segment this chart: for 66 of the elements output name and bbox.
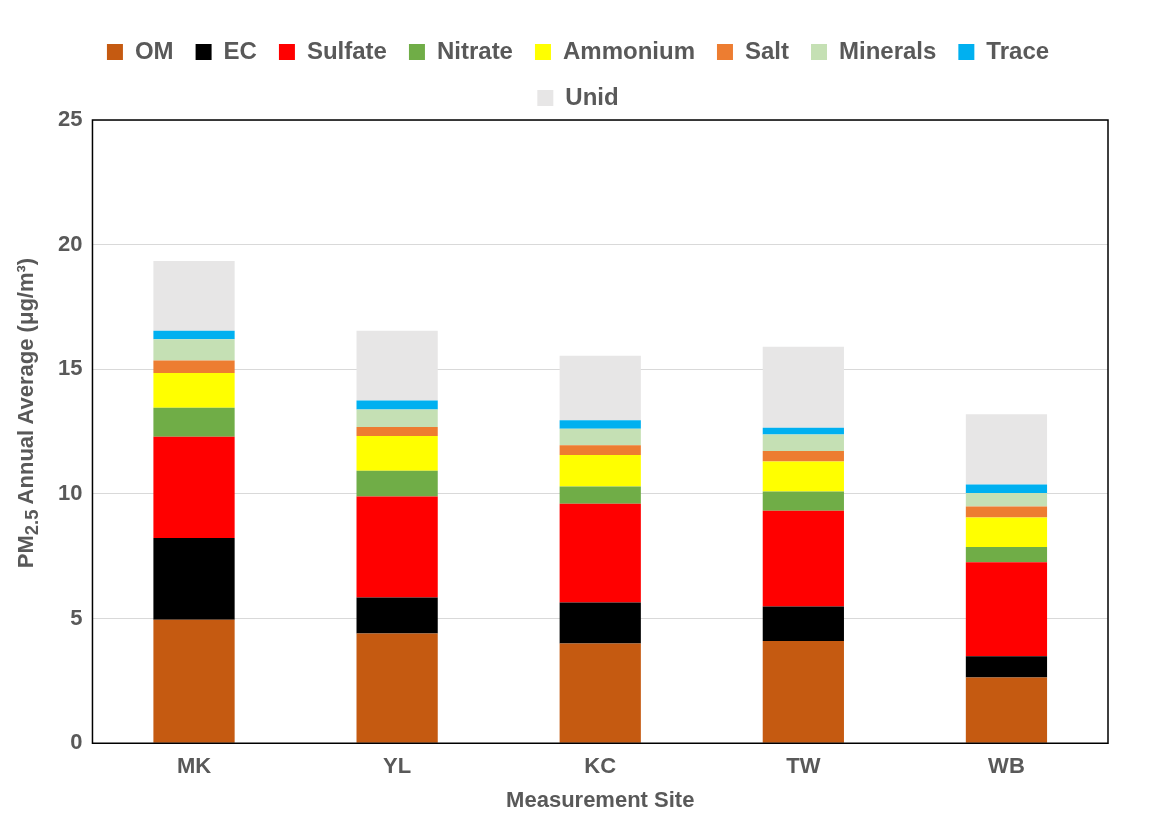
bar: [762, 346, 844, 428]
bar: [153, 373, 235, 408]
y-tick-label: 10: [57, 479, 83, 505]
legend-label: EC: [223, 36, 257, 64]
bar: [965, 656, 1048, 678]
bar: [965, 414, 1048, 485]
legend-label: Sulfate: [306, 36, 387, 64]
x-axis-title: Measurement Site: [506, 786, 695, 812]
bar: [559, 428, 641, 446]
bar: [965, 547, 1048, 563]
x-tick-label: YL: [383, 753, 412, 779]
legend-label: Salt: [744, 36, 789, 64]
bar: [153, 407, 235, 437]
bar: [356, 597, 438, 634]
y-tick-label: 25: [57, 106, 83, 132]
bar: [356, 409, 438, 428]
bar: [965, 517, 1048, 548]
bar: [762, 451, 844, 462]
legend-label: OM: [134, 36, 174, 64]
y-tick-label: 0: [70, 729, 83, 755]
bar: [762, 641, 844, 743]
x-tick-label: KC: [584, 753, 617, 779]
bar: [762, 510, 844, 607]
bar: [153, 538, 235, 620]
bar: [965, 562, 1048, 657]
bar: [965, 677, 1048, 743]
bar: [356, 400, 438, 410]
bar: [356, 633, 438, 743]
bar: [559, 445, 641, 456]
bar: [559, 486, 641, 504]
bar: [153, 436, 235, 539]
bar: [762, 491, 844, 511]
bar: [356, 330, 438, 401]
bar: [559, 643, 641, 743]
bar: [153, 619, 235, 743]
legend-label: Nitrate: [436, 36, 513, 64]
bar: [559, 455, 641, 487]
x-tick-label: WB: [988, 753, 1025, 779]
bar: [153, 360, 235, 374]
y-tick-label: 5: [70, 604, 83, 630]
legend-label: Unid: [565, 82, 619, 110]
bar: [559, 355, 641, 421]
bar: [559, 503, 641, 603]
bar: [356, 470, 438, 497]
legend-label: Ammonium: [562, 36, 695, 64]
bar: [762, 606, 844, 641]
bar: [762, 461, 844, 492]
bar: [965, 492, 1048, 507]
bar: [965, 484, 1048, 493]
bar: [762, 434, 844, 452]
y-tick-label: 20: [57, 230, 83, 256]
bar: [559, 420, 641, 429]
bar: [153, 261, 235, 331]
bar: [356, 427, 438, 437]
legend-label: Minerals: [838, 36, 937, 64]
bar: [356, 496, 438, 598]
x-tick-label: TW: [786, 753, 821, 779]
bar: [153, 330, 235, 340]
x-tick-label: MK: [176, 753, 212, 779]
y-tick-label: 15: [57, 355, 83, 381]
bar: [762, 427, 844, 435]
bar: [965, 506, 1048, 518]
bar: [356, 436, 438, 471]
bar: [559, 602, 641, 644]
legend-label: Trace: [986, 36, 1050, 64]
bar: [153, 339, 235, 361]
